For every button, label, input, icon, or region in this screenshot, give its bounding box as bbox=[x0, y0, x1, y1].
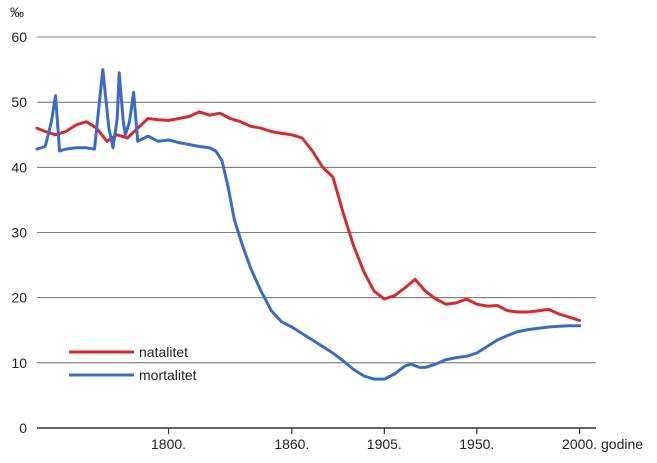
x-tick-label: 2000. bbox=[562, 436, 597, 452]
series-lines bbox=[35, 68, 582, 381]
y-tick-label: 20 bbox=[11, 290, 27, 306]
y-tick-label: 60 bbox=[11, 29, 27, 45]
y-axis-unit-label: ‰ bbox=[10, 4, 24, 20]
y-tick-label: 0 bbox=[19, 420, 27, 436]
y-tick-label: 30 bbox=[11, 225, 27, 241]
axes: ‰ godine 0 10 20 30 40 50 60 1800. 1860. 1905. 195… bbox=[10, 4, 643, 452]
legend-label-natalitet: natalitet bbox=[139, 344, 188, 360]
y-tick-label: 10 bbox=[11, 355, 27, 371]
x-axis-label: godine bbox=[601, 436, 643, 452]
series-line-mortalitet bbox=[35, 68, 582, 381]
y-tick-label: 40 bbox=[11, 159, 27, 175]
legend: natalitet mortalitet bbox=[69, 344, 197, 383]
y-tick-label: 50 bbox=[11, 94, 27, 110]
series-line-natalitet bbox=[35, 110, 582, 322]
x-tick-label: 1860. bbox=[274, 436, 309, 452]
x-tick-label: 1800. bbox=[151, 436, 186, 452]
legend-label-mortalitet: mortalitet bbox=[139, 367, 197, 383]
gridlines bbox=[37, 36, 596, 429]
x-tick-label: 1905. bbox=[367, 436, 402, 452]
x-tick-label: 1950. bbox=[459, 436, 494, 452]
